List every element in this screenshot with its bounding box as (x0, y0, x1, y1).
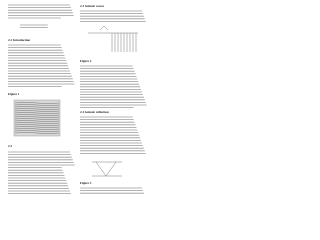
decoration (14, 114, 60, 116)
background (0, 0, 149, 198)
decoration (14, 106, 60, 108)
decoration (14, 126, 60, 128)
section-heading: 2.2 Introduction (8, 38, 30, 42)
decoration (14, 120, 60, 122)
body-text (8, 4, 147, 195)
section-heading: 2.3 (8, 144, 12, 148)
small-figure (92, 161, 122, 177)
decoration (14, 102, 60, 104)
decoration (14, 128, 60, 130)
decoration (14, 124, 60, 126)
section-heading: 2.3 Seismic waves (80, 4, 105, 8)
decoration (14, 118, 60, 120)
decoration (14, 110, 60, 112)
page: 2.2 Introduction Figure 1 2.3 2.3 Seismi… (0, 0, 149, 198)
figure-caption: Figure 2 (80, 59, 92, 63)
figure-caption: Figure 3 (80, 181, 92, 185)
section-heading: 2.4 Seismic reflection (80, 110, 109, 114)
decoration (14, 132, 60, 134)
decoration (14, 130, 60, 132)
diagram-figure (88, 25, 138, 52)
decoration (14, 116, 60, 118)
decoration (14, 108, 60, 110)
decoration (14, 112, 60, 114)
decoration (14, 122, 60, 124)
figure-caption: Figure 1 (8, 92, 20, 96)
seismic-figure (13, 99, 61, 137)
decoration (14, 104, 60, 106)
